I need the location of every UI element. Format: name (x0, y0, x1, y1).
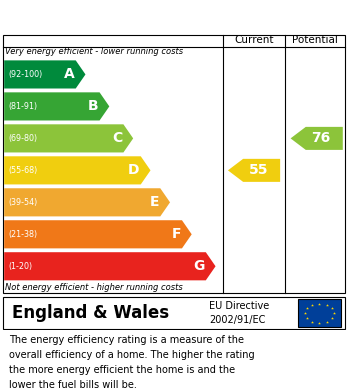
Text: E: E (150, 196, 159, 209)
Text: (39-54): (39-54) (8, 198, 38, 207)
Polygon shape (4, 252, 215, 280)
Text: B: B (88, 99, 98, 113)
Text: England & Wales: England & Wales (12, 304, 169, 322)
Text: Potential: Potential (292, 35, 338, 45)
Polygon shape (4, 188, 170, 216)
Text: G: G (193, 259, 205, 273)
Text: C: C (112, 131, 122, 145)
Polygon shape (4, 92, 109, 120)
Text: A: A (64, 67, 75, 81)
Text: 76: 76 (311, 131, 331, 145)
Text: (55-68): (55-68) (8, 166, 38, 175)
Text: The energy efficiency rating is a measure of the
overall efficiency of a home. T: The energy efficiency rating is a measur… (9, 335, 254, 390)
Text: F: F (172, 227, 181, 241)
Polygon shape (228, 159, 280, 182)
Polygon shape (291, 127, 343, 150)
Text: D: D (128, 163, 140, 178)
Text: Not energy efficient - higher running costs: Not energy efficient - higher running co… (5, 283, 183, 292)
Polygon shape (4, 156, 150, 185)
Text: (69-80): (69-80) (8, 134, 38, 143)
Text: Very energy efficient - lower running costs: Very energy efficient - lower running co… (5, 47, 183, 56)
Text: Current: Current (234, 35, 274, 45)
Text: 55: 55 (249, 163, 268, 178)
Text: (92-100): (92-100) (8, 70, 42, 79)
Text: Energy Efficiency Rating: Energy Efficiency Rating (9, 9, 211, 24)
Text: EU Directive
2002/91/EC: EU Directive 2002/91/EC (209, 301, 269, 325)
Text: (21-38): (21-38) (8, 230, 38, 239)
Polygon shape (4, 60, 86, 88)
Bar (298, 300, 341, 327)
Polygon shape (4, 220, 192, 248)
Polygon shape (4, 124, 133, 152)
Text: (81-91): (81-91) (8, 102, 38, 111)
Text: (1-20): (1-20) (8, 262, 32, 271)
